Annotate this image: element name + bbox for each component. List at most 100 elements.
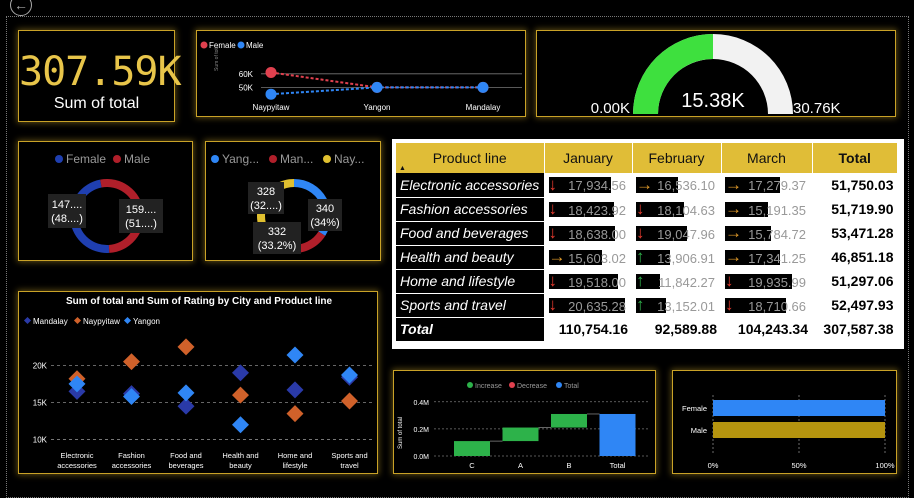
legend-decrease: Decrease [517,383,547,390]
month-cell: ↑ 13,906.91 [632,245,721,270]
gauge-card[interactable]: 15.38K 0.00K 30.76K [536,30,896,117]
scatter-point-naypyitaw[interactable] [232,386,249,404]
matrix-row[interactable]: Electronic accessories ↓ 17,934.56 → 16,536.… [396,173,898,198]
row-category: Electronic accessories [396,173,545,198]
scatter-point-naypyitaw[interactable] [123,353,140,371]
data-bar [725,177,780,193]
month-cell: ↓ 19,518.00 [544,269,632,294]
row-total: 46,851.18 [812,245,898,270]
data-bar [636,201,684,217]
scatter-point-yangon[interactable] [341,366,358,384]
header-march[interactable]: March [721,143,813,173]
matrix-row[interactable]: Sports and travel ↓ 20,635.28 ↑ 13,152.01 ↓ 18… [396,293,898,318]
gauge-svg: 15.38K 0.00K 30.76K [591,34,841,117]
stacked-bar-male[interactable] [713,422,885,438]
trend-up-arrow-icon: ↑ [636,247,645,266]
line-point-female[interactable] [265,66,277,78]
cell-value: 11,842.27 [658,274,715,290]
header-february[interactable]: February [632,143,722,173]
scatter-ytick: 10K [33,436,48,445]
scatter-point-yangon[interactable] [68,375,86,393]
waterfall-bar-c[interactable] [454,441,490,456]
stacked-bar-chart[interactable]: 0% 50% 100% Female Male [672,370,897,474]
scatter-xtick: Food and [170,451,202,460]
header-total[interactable]: Total [812,143,898,173]
trend-down-arrow-icon: ↓ [548,199,558,218]
waterfall-chart[interactable]: Increase Decrease Total Sum of total 0.4… [393,370,656,474]
female-value: 147.... [52,199,83,211]
legend-mandalay-dot [269,155,277,163]
back-arrow-icon[interactable]: ← [10,0,32,16]
data-bar [725,297,786,313]
donut-gender-labels: 147.... (48....) 159.... (51....) [48,194,163,233]
line-point-male[interactable] [265,88,277,100]
donut-slice-yangon[interactable] [294,179,331,236]
legend-female: Female [66,152,106,166]
month-cell: ↓ 18,710.66 [721,293,812,318]
cell-value: 18,423.92 [568,202,626,218]
scatter-point-yangon[interactable] [123,388,140,406]
male-value: 159.... [126,204,157,216]
scatter-point-naypyitaw[interactable] [177,338,195,356]
scatter-xtick: accessories [112,461,152,470]
row-category: Fashion accessories [396,197,545,222]
data-bar [636,225,687,241]
month-cell: ↓ 18,638.00 [544,221,632,246]
waterfall-svg: Increase Decrease Total Sum of total 0.4… [398,382,650,470]
trend-down-arrow-icon: ↓ [548,271,558,290]
month-cell: ↓ 20,635.28 [544,293,632,318]
data-bar [548,225,616,241]
stacked-bar-plot: 0% 50% 100% Female Male [682,395,895,470]
row-category: Health and beauty [396,245,545,270]
scatter-point-mandalay[interactable] [232,364,249,382]
trend-right-arrow-icon: → [636,174,653,194]
line-point-male[interactable] [477,81,489,93]
scatter-point-mandalay[interactable] [286,381,304,399]
matrix-row[interactable]: Fashion accessories ↓ 18,423.92 ↓ 18,104.63 →… [396,197,898,222]
cell-value: 13,906.91 [657,250,715,266]
scatter-point-naypyitaw[interactable] [286,405,304,423]
scatter-point-yangon[interactable] [177,384,195,402]
stacked-bar-female[interactable] [713,400,885,416]
waterfall-bar-total[interactable] [599,413,636,456]
waterfall-xtick: B [566,461,571,470]
stacked-ytick: Male [691,426,707,435]
data-bar [636,177,678,193]
waterfall-bar-b[interactable] [551,413,587,428]
grand-total-value: 92,589.88 [632,317,721,342]
matrix-header-row: Product line ▲ January February March Tot… [396,143,898,173]
legend-increase: Increase [475,383,502,390]
header-january[interactable]: January [544,143,633,173]
donut-city-legend: Yang... Man... Nay... [211,152,364,166]
cell-value: 19,518.00 [568,274,626,290]
row-total: 51,719.90 [812,197,898,222]
line-xtick: Mandalay [466,103,501,112]
donut-gender-card[interactable]: Female Male 147.... (48....) 159.... (51… [18,141,193,261]
waterfall-ytick: 0.2M [413,427,429,434]
month-cell: ↑ 11,842.27 [632,269,721,294]
line-ytick: 50K [239,83,254,92]
naypyitaw-label-box [248,182,284,214]
matrix-card[interactable]: Product line ▲ January February March Tot… [392,139,904,349]
naypyitaw-pct: (32....) [250,200,282,212]
matrix-row[interactable]: Health and beauty → 15,603.02 ↑ 13,906.91 → 17… [396,245,898,270]
scatter-chart[interactable]: Sum of total and Sum of Rating by City a… [18,291,378,474]
matrix-row[interactable]: Home and lifestyle ↓ 19,518.00 ↑ 11,842.27 ↓ 1… [396,269,898,294]
line-point-male[interactable] [371,81,383,93]
cell-value: 13,152.01 [657,298,715,314]
scatter-point-yangon[interactable] [232,416,249,434]
scatter-xtick: accessories [57,461,97,470]
sort-caret-icon[interactable]: ▲ [399,165,406,172]
scatter-point-naypyitaw[interactable] [341,392,358,410]
legend-male-label: Male [246,41,264,50]
data-bar [725,225,771,241]
scatter-point-yangon[interactable] [286,346,304,364]
donut-city-card[interactable]: Yang... Man... Nay... 328 (32....) 340 (… [205,141,381,261]
waterfall-bar-a[interactable] [502,427,539,442]
header-product-line[interactable]: Product line ▲ [396,143,545,173]
matrix-row[interactable]: Food and beverages ↓ 18,638.00 ↓ 19,047.96 → 1… [396,221,898,246]
kpi-card[interactable]: 307.59K Sum of total [18,30,182,122]
donut-slice-male[interactable] [100,179,144,253]
gender-line-chart[interactable]: Female Male Sum of tot... 60K 50K Naypyita… [196,30,526,117]
line-xtick: Naypyitaw [253,103,290,112]
